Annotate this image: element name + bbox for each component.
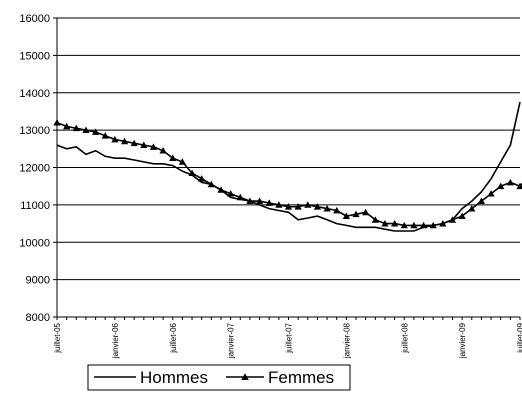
y-tick-label: 15000 xyxy=(19,50,50,62)
data-point xyxy=(149,143,158,150)
data-point xyxy=(448,216,457,223)
data-point xyxy=(429,221,437,229)
data-point xyxy=(227,190,235,197)
data-point xyxy=(419,221,428,229)
data-point xyxy=(140,141,148,148)
x-tick-label: janvier-09 xyxy=(458,322,467,359)
x-tick-label: juillet-05 xyxy=(53,322,62,353)
data-point xyxy=(391,219,399,227)
x-tick-label: janvier-07 xyxy=(227,322,236,359)
x-tick-label: janvier-06 xyxy=(111,322,120,359)
data-point xyxy=(439,219,447,227)
y-tick-label: 12000 xyxy=(19,163,50,175)
y-axis-ticks: 8000 9000 10000 11000 12000 13000 14000 15000 16… xyxy=(19,13,57,324)
data-point xyxy=(72,124,80,132)
data-point xyxy=(352,210,360,218)
data-point xyxy=(120,137,129,145)
data-point xyxy=(381,219,389,227)
data-point xyxy=(477,197,486,205)
y-tick-label: 13000 xyxy=(19,125,50,137)
series-line xyxy=(56,101,521,232)
y-gridlines xyxy=(57,17,520,281)
data-point xyxy=(246,197,254,205)
data-point xyxy=(362,208,370,216)
data-point xyxy=(284,203,293,210)
data-point xyxy=(323,205,331,212)
data-point xyxy=(159,147,167,154)
series-group xyxy=(53,101,522,232)
data-point xyxy=(255,197,264,205)
data-point xyxy=(506,178,514,186)
legend-label: Femmes xyxy=(268,368,334,387)
data-point xyxy=(487,190,495,197)
data-point xyxy=(63,122,71,130)
y-tick-label: 9000 xyxy=(26,275,50,287)
data-point xyxy=(130,139,138,147)
data-point xyxy=(82,126,90,134)
data-point xyxy=(400,221,408,229)
legend-label: Hommes xyxy=(140,368,208,387)
y-tick-label: 11000 xyxy=(20,200,50,212)
data-point xyxy=(371,216,379,223)
data-point xyxy=(313,203,322,210)
data-point xyxy=(304,201,312,208)
data-point xyxy=(497,182,505,190)
x-tick-label: juillet-08 xyxy=(400,322,409,353)
x-tick-label: janvier-08 xyxy=(342,322,351,359)
data-point xyxy=(275,201,283,208)
series-line xyxy=(56,121,522,227)
data-point xyxy=(111,135,119,143)
data-point xyxy=(91,128,100,135)
data-point xyxy=(516,182,522,190)
legend: Hommes Femmes xyxy=(87,364,351,391)
y-tick-label: 16000 xyxy=(19,13,50,25)
y-tick-label: 10000 xyxy=(19,237,50,249)
data-point xyxy=(458,212,466,219)
data-point xyxy=(101,132,109,139)
legend-marker xyxy=(241,373,249,381)
data-point xyxy=(294,203,302,210)
data-point xyxy=(217,186,225,193)
data-point xyxy=(169,154,177,162)
data-point xyxy=(207,180,215,188)
data-point xyxy=(178,158,186,165)
data-point xyxy=(188,169,196,176)
y-tick-label: 14000 xyxy=(19,88,50,100)
data-point xyxy=(333,206,341,214)
x-tick-label: juillet-09 xyxy=(516,322,522,353)
series-femmes xyxy=(53,119,522,229)
data-point xyxy=(342,212,350,219)
data-point xyxy=(265,199,273,206)
legend-entry-femmes: Femmes xyxy=(226,368,334,387)
series-hommes xyxy=(56,101,521,232)
data-point xyxy=(198,175,206,182)
data-point xyxy=(468,205,476,212)
data-point xyxy=(53,119,61,126)
data-point xyxy=(410,221,418,229)
legend-entry-hommes: Hommes xyxy=(94,368,208,387)
y-tick-label: 8000 xyxy=(26,312,50,324)
x-axis-ticks: juillet-05 janvier-06 juillet-06 janvier-07… xyxy=(53,317,522,359)
x-tick-label: juillet-06 xyxy=(169,322,178,353)
x-tick-label: juillet-07 xyxy=(285,322,294,353)
data-point xyxy=(236,193,244,201)
